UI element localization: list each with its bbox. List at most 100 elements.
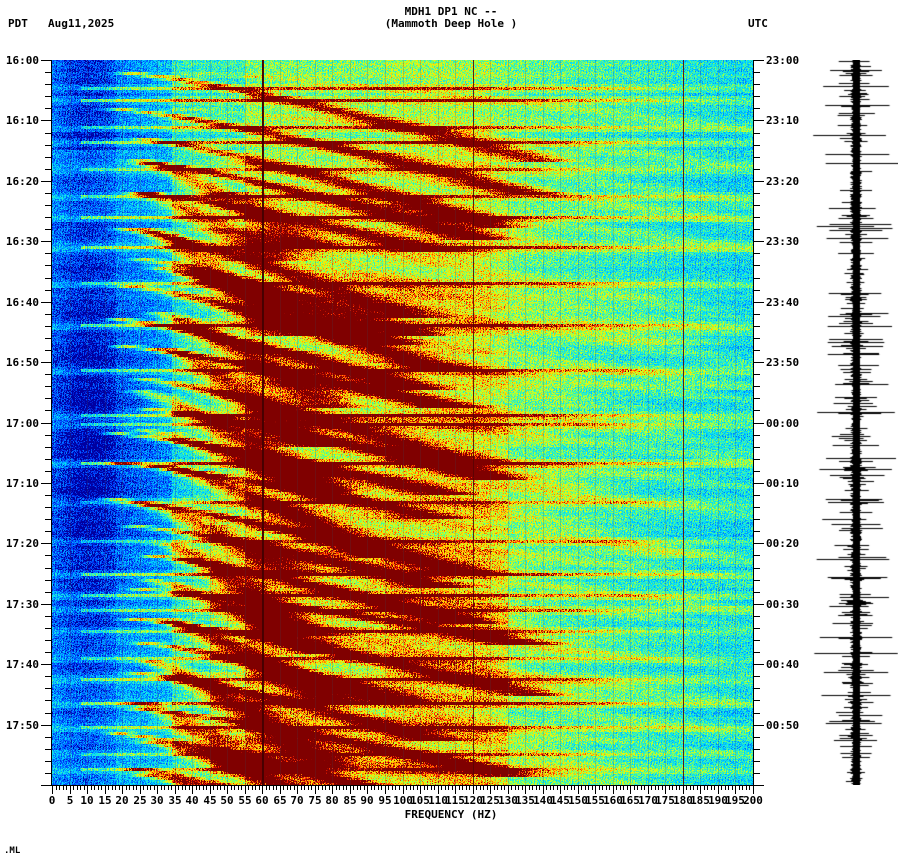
freq-tick-major — [753, 785, 754, 794]
frequency-label: 30 — [150, 794, 164, 807]
left-time-label: 16:00 — [5, 54, 39, 67]
right-tick-major — [753, 604, 764, 605]
freq-tick-minor — [644, 785, 645, 790]
freq-tick-major — [122, 785, 123, 794]
frequency-label: 85 — [343, 794, 357, 807]
freq-tick-minor — [634, 785, 635, 790]
freq-tick-minor — [154, 785, 155, 790]
right-tick-minor — [753, 410, 760, 411]
freq-tick-major — [350, 785, 351, 794]
right-tick-minor — [753, 145, 760, 146]
left-tick-minor — [45, 193, 52, 194]
right-tick-minor — [753, 761, 760, 762]
frequency-label: 150 — [568, 794, 588, 807]
freq-tick-minor — [707, 785, 708, 790]
freq-tick-minor — [445, 785, 446, 790]
right-tick-minor — [753, 72, 760, 73]
freq-tick-minor — [434, 785, 435, 790]
freq-tick-minor — [77, 785, 78, 790]
freq-tick-minor — [357, 785, 358, 790]
spectrogram-plot[interactable] — [52, 60, 753, 785]
freq-tick-minor — [136, 785, 137, 790]
right-tick-major — [753, 120, 764, 121]
freq-tick-major — [420, 785, 421, 794]
right-tick-minor — [753, 749, 760, 750]
freq-tick-minor — [213, 785, 214, 790]
right-time-label: 00:50 — [766, 719, 800, 732]
left-tick-minor — [45, 290, 52, 291]
right-tick-minor — [753, 700, 760, 701]
left-tick-minor — [45, 749, 52, 750]
freq-tick-minor — [571, 785, 572, 790]
left-tick-minor — [45, 217, 52, 218]
freq-tick-minor — [164, 785, 165, 790]
right-tick-minor — [753, 555, 760, 556]
frequency-label: 75 — [308, 794, 322, 807]
freq-tick-minor — [147, 785, 148, 790]
freq-tick-major — [52, 785, 53, 794]
freq-tick-major — [665, 785, 666, 794]
freq-tick-major — [630, 785, 631, 794]
right-tick-minor — [753, 193, 760, 194]
left-tick-minor — [45, 495, 52, 496]
freq-tick-minor — [287, 785, 288, 790]
freq-tick-minor — [395, 785, 396, 790]
freq-tick-minor — [168, 785, 169, 790]
frequency-label: 110 — [428, 794, 448, 807]
left-tick-major — [41, 241, 52, 242]
freq-tick-minor — [133, 785, 134, 790]
freq-tick-minor — [658, 785, 659, 790]
freq-tick-minor — [581, 785, 582, 790]
left-tick-major — [41, 423, 52, 424]
freq-tick-minor — [669, 785, 670, 790]
freq-tick-minor — [308, 785, 309, 790]
timezone-left-label: PDT — [8, 17, 28, 30]
left-tick-minor — [45, 374, 52, 375]
frequency-label: 55 — [238, 794, 252, 807]
freq-tick-minor — [616, 785, 617, 790]
freq-tick-minor — [686, 785, 687, 790]
freq-tick-minor — [374, 785, 375, 790]
freq-tick-minor — [606, 785, 607, 790]
freq-tick-minor — [346, 785, 347, 790]
freq-tick-minor — [641, 785, 642, 790]
right-tick-minor — [753, 519, 760, 520]
left-tick-major — [41, 60, 52, 61]
freq-tick-minor — [623, 785, 624, 790]
right-tick-minor — [753, 253, 760, 254]
left-tick-minor — [45, 386, 52, 387]
freq-tick-major — [700, 785, 701, 794]
freq-tick-minor — [655, 785, 656, 790]
left-tick-minor — [45, 108, 52, 109]
left-time-label: 17:20 — [5, 537, 39, 550]
frequency-label: 35 — [168, 794, 182, 807]
left-tick-minor — [45, 652, 52, 653]
frequency-label: 200 — [743, 794, 763, 807]
freq-tick-minor — [469, 785, 470, 790]
right-tick-major — [753, 483, 764, 484]
left-tick-minor — [45, 265, 52, 266]
left-tick-major — [41, 604, 52, 605]
frequency-label: 125 — [480, 794, 500, 807]
frequency-label: 90 — [360, 794, 374, 807]
left-tick-minor — [45, 773, 52, 774]
spectrogram-canvas[interactable] — [52, 60, 753, 785]
right-tick-major — [753, 241, 764, 242]
right-tick-minor — [753, 580, 760, 581]
left-tick-minor — [45, 761, 52, 762]
freq-tick-minor — [381, 785, 382, 790]
left-time-label: 16:10 — [5, 114, 39, 127]
freq-tick-major — [140, 785, 141, 794]
helicorder-trace-panel[interactable] — [812, 60, 898, 785]
left-tick-minor — [45, 84, 52, 85]
right-tick-minor — [753, 507, 760, 508]
freq-tick-minor — [592, 785, 593, 790]
freq-tick-minor — [711, 785, 712, 790]
freq-tick-major — [70, 785, 71, 794]
helicorder-trace-canvas[interactable] — [812, 60, 898, 785]
frequency-label: 185 — [690, 794, 710, 807]
frequency-label: 10 — [80, 794, 94, 807]
freq-tick-major — [613, 785, 614, 794]
left-tick-major — [41, 725, 52, 726]
frequency-label: 20 — [115, 794, 129, 807]
